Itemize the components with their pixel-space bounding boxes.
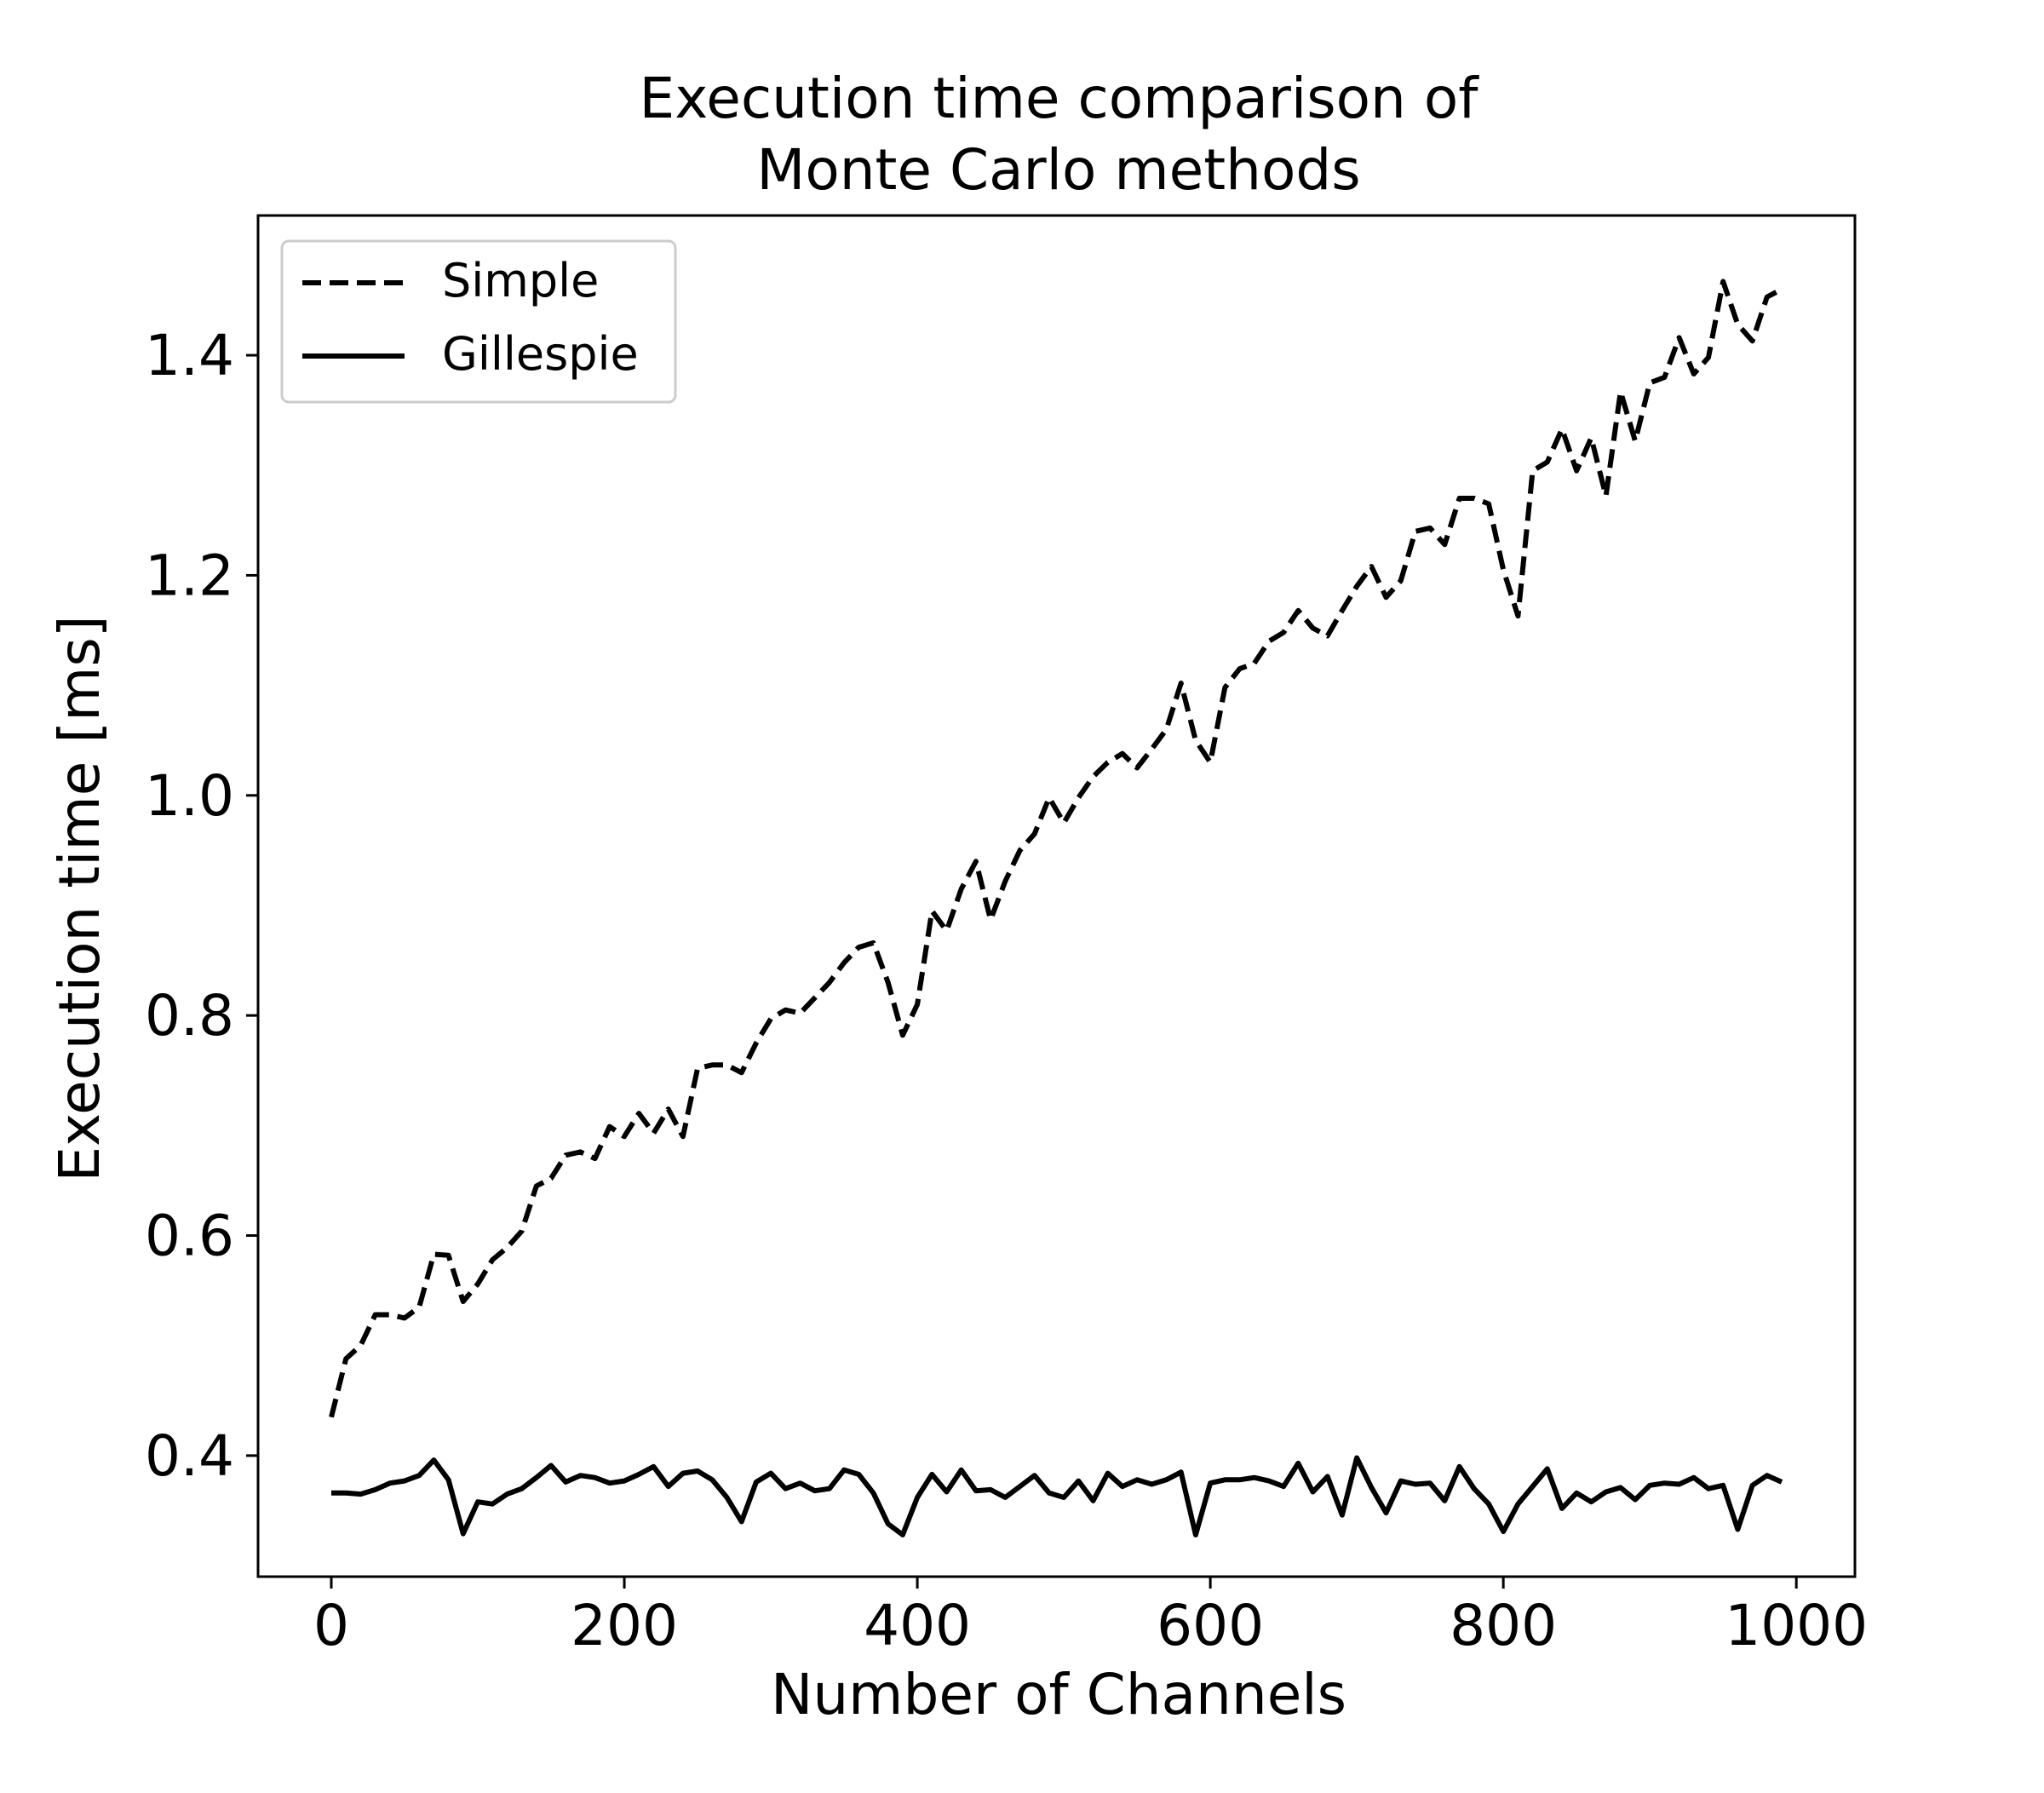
legend-frame — [280, 239, 677, 404]
axes-frame — [256, 214, 1857, 1578]
x-tick-label-600: 600 — [1157, 1593, 1264, 1658]
legend: Simple Gillespie — [280, 239, 677, 404]
y-tick-label-0.6: 0.6 — [145, 1204, 234, 1269]
y-axis-label: Execution time [ms] — [47, 615, 112, 1181]
y-tick-label-0.4: 0.4 — [145, 1423, 234, 1489]
legend-simple-label: Simple — [442, 254, 599, 307]
x-axis-label: Number of Channels — [771, 1662, 1346, 1727]
legend-gillespie-label: Gillespie — [442, 327, 639, 381]
x-tick-label-0: 0 — [313, 1593, 349, 1658]
series-line-gillespie — [331, 1455, 1783, 1537]
plot-area: 0 200 400 600 800 1000 0.4 0.6 0.8 1.0 1.2 1.4 — [145, 214, 1868, 1658]
y-tick-label-0.8: 0.8 — [145, 983, 234, 1049]
series-line-simple — [329, 279, 1783, 1418]
y-tick-label-1.4: 1.4 — [145, 323, 234, 388]
x-tick-label-200: 200 — [571, 1593, 678, 1658]
y-tick-label-1.2: 1.2 — [145, 543, 234, 608]
chart-title-line-1: Execution time comparison of — [640, 66, 1480, 131]
x-tick-label-400: 400 — [864, 1593, 971, 1658]
chart-title-line-2: Monte Carlo methods — [756, 137, 1360, 203]
x-tick-label-1000: 1000 — [1725, 1593, 1868, 1658]
x-tick-label-800: 800 — [1450, 1593, 1557, 1658]
y-tick-label-1: 1.0 — [145, 763, 234, 829]
